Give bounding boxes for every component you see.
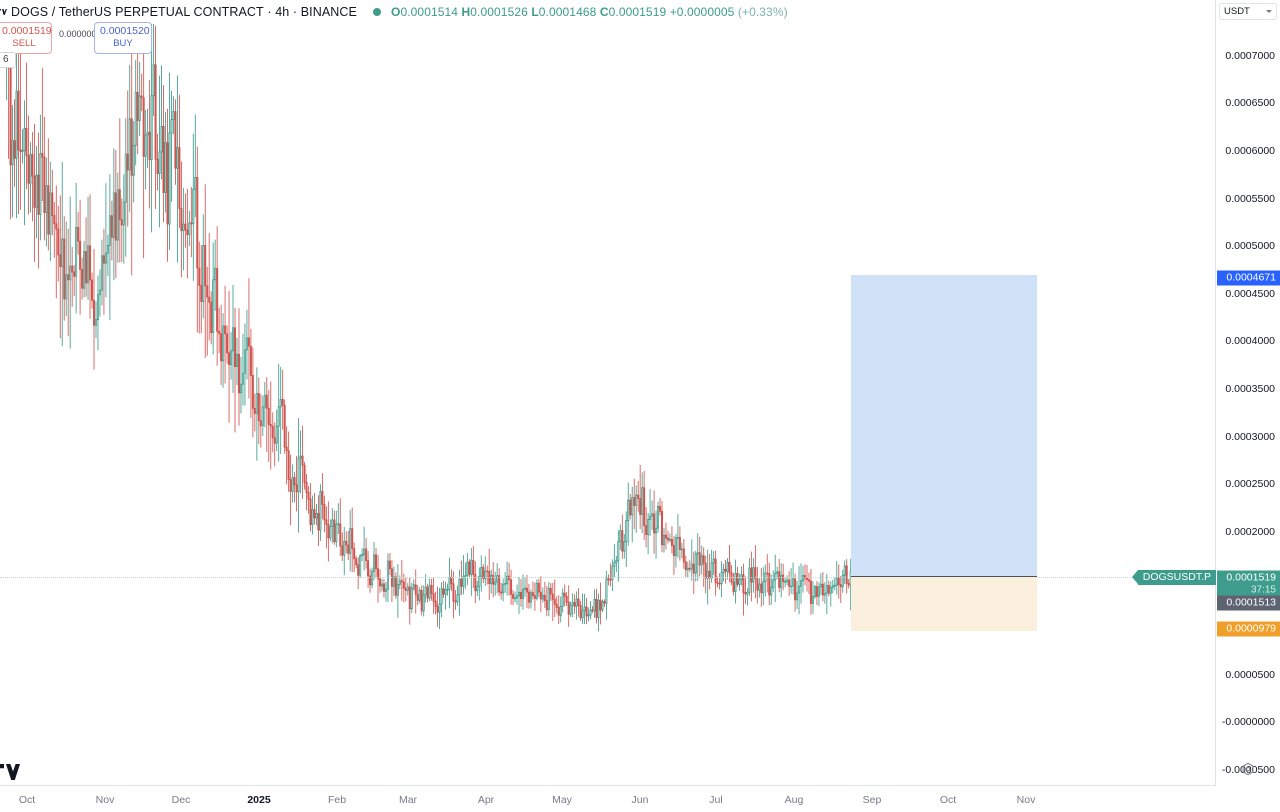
price-axis-tick: 0.0006000 bbox=[1225, 145, 1275, 157]
chevron-down-icon bbox=[1266, 10, 1272, 13]
current-price-line bbox=[0, 577, 1216, 578]
lot-size-value: 6 bbox=[3, 54, 9, 65]
stop-loss-price-badge[interactable]: 0.0000979 bbox=[1217, 621, 1280, 637]
high-value: 0.0001526 bbox=[470, 5, 528, 19]
price-axis-tick: 0.0007000 bbox=[1225, 50, 1275, 62]
legend-separator-2: · bbox=[289, 5, 301, 19]
price-axis-tick: 0.0004500 bbox=[1225, 288, 1275, 300]
chart-plot-area[interactable] bbox=[0, 24, 1216, 786]
axis-settings-icon[interactable] bbox=[1241, 762, 1255, 776]
time-axis[interactable]: Oct Nov Dec 2025 Feb Mar Apr May Jun Jul Aug Sep Oct… bbox=[0, 785, 1216, 812]
price-axis-tick: 0.0004000 bbox=[1225, 335, 1275, 347]
symbol-title[interactable]: DOGS / TetherUS PERPETUAL CONTRACT bbox=[11, 5, 264, 19]
price-axis-tick: 0.0006500 bbox=[1225, 97, 1275, 109]
price-axis-tick: 0.0005000 bbox=[1225, 240, 1275, 252]
legend-separator-1: · bbox=[263, 5, 276, 19]
price-axis-tick: 0.0002000 bbox=[1225, 526, 1275, 538]
interval-label[interactable]: 4h bbox=[275, 5, 290, 19]
position-profit-zone[interactable] bbox=[851, 275, 1037, 577]
buy-label: BUY bbox=[113, 38, 133, 50]
long-position-tool[interactable] bbox=[851, 275, 1037, 631]
sell-price: 0.0001519 bbox=[2, 25, 52, 37]
time-axis-tick: 2025 bbox=[247, 794, 271, 806]
change-value: +0.0000005 bbox=[669, 5, 735, 19]
price-unit-label: USDT bbox=[1224, 6, 1250, 17]
symbol-price-tag: DOGSUSDT.P bbox=[1131, 570, 1216, 585]
open-label: O bbox=[391, 5, 401, 19]
time-axis-tick: Dec bbox=[171, 794, 191, 806]
ohlc-values: O0.0001514 H0.0001526 L0.0001468 C0.0001… bbox=[391, 5, 788, 19]
countdown-badge[interactable]: 37:15 bbox=[1217, 582, 1280, 598]
sell-label: SELL bbox=[12, 38, 36, 50]
time-axis-tick: Sep bbox=[862, 794, 882, 806]
price-axis-tick: 0.0000500 bbox=[1225, 669, 1275, 681]
change-percent: (+0.33%) bbox=[737, 5, 788, 19]
take-profit-price-badge[interactable]: 0.0004671 bbox=[1217, 270, 1280, 286]
time-axis-tick: May bbox=[552, 794, 572, 806]
exchange-label[interactable]: BINANCE bbox=[300, 5, 357, 19]
spread-value: 0.0000001 bbox=[59, 29, 102, 39]
time-axis-tick: Mar bbox=[398, 794, 418, 806]
candlestick-series bbox=[5, 24, 860, 632]
entry-price-badge[interactable]: 0.0001513 bbox=[1217, 595, 1280, 611]
tradingview-logo-icon bbox=[0, 6, 8, 18]
price-axis-tick: 0.0003500 bbox=[1225, 383, 1275, 395]
chart-legend: DOGS / TetherUS PERPETUAL CONTRACT · 4h … bbox=[0, 0, 788, 24]
close-label: C bbox=[599, 5, 609, 19]
tradingview-watermark-icon bbox=[0, 762, 22, 784]
position-stop-zone[interactable] bbox=[851, 577, 1037, 631]
price-axis-tick: 0.0005500 bbox=[1225, 193, 1275, 205]
time-axis-tick: Oct bbox=[939, 794, 957, 806]
open-value: 0.0001514 bbox=[400, 5, 459, 19]
price-axis-tick: 0.0002500 bbox=[1225, 478, 1275, 490]
time-axis-tick: Feb bbox=[327, 794, 347, 806]
price-unit-select[interactable]: USDT bbox=[1219, 3, 1277, 20]
high-label: H bbox=[461, 5, 471, 19]
price-axis-tick: -0.0000000 bbox=[1221, 716, 1275, 728]
low-value: 0.0001468 bbox=[538, 5, 597, 19]
low-label: L bbox=[531, 5, 539, 19]
position-entry-line[interactable] bbox=[851, 576, 1037, 577]
price-axis[interactable]: USDT 0.0007000 0.0006500 0.0006000 0.000550… bbox=[1215, 0, 1280, 786]
lot-size-stepper[interactable]: 6 bbox=[0, 52, 16, 68]
time-axis-tick: Nov bbox=[1016, 794, 1036, 806]
buy-button[interactable]: 0.0001520 BUY bbox=[94, 22, 152, 54]
market-open-dot-icon bbox=[373, 8, 381, 16]
close-value: 0.0001519 bbox=[608, 5, 667, 19]
price-axis-tick: -0.0000500 bbox=[1221, 764, 1275, 776]
sell-button[interactable]: 0.0001519 SELL bbox=[0, 22, 52, 54]
time-axis-tick: Oct bbox=[18, 794, 36, 806]
time-axis-tick: Jun bbox=[631, 794, 649, 806]
last-price-badge[interactable]: 0.0001519 bbox=[1217, 570, 1280, 586]
time-axis-tick: Apr bbox=[477, 794, 495, 806]
buy-price: 0.0001520 bbox=[100, 25, 150, 37]
time-axis-tick: Nov bbox=[95, 794, 115, 806]
time-axis-tick: Jul bbox=[709, 794, 723, 806]
price-axis-tick: 0.0003000 bbox=[1225, 431, 1275, 443]
time-axis-tick: Aug bbox=[784, 794, 804, 806]
